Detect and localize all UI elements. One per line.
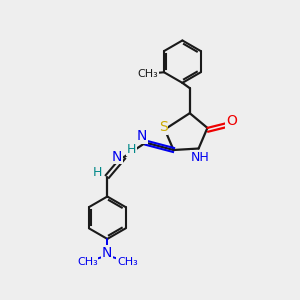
Text: S: S — [159, 120, 168, 134]
Text: CH₃: CH₃ — [117, 256, 138, 267]
Text: NH: NH — [191, 151, 209, 164]
Text: N: N — [102, 246, 112, 260]
Text: N: N — [137, 129, 147, 143]
Text: H: H — [93, 167, 103, 179]
Text: CH₃: CH₃ — [137, 69, 158, 79]
Text: CH₃: CH₃ — [77, 256, 98, 267]
Text: O: O — [226, 114, 237, 128]
Text: H: H — [127, 142, 136, 156]
Text: N: N — [112, 150, 122, 164]
